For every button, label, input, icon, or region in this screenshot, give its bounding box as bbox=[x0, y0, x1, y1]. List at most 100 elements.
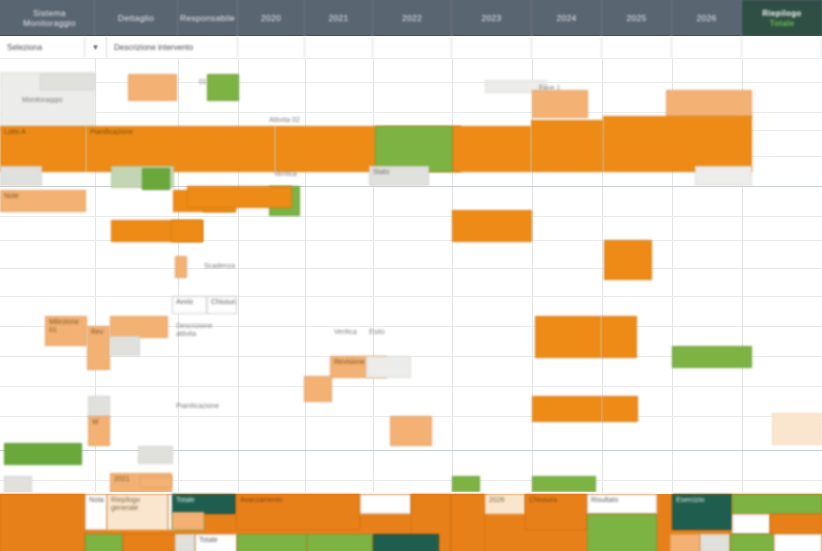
bar-r1-txt[interactable]: Monitoraggio bbox=[22, 97, 63, 104]
bar-r9-gy[interactable] bbox=[366, 356, 411, 378]
filter-cell-col-8[interactable] bbox=[602, 36, 672, 58]
bar-r4-gy2[interactable]: Stato bbox=[369, 166, 429, 186]
bar-r3-o6[interactable] bbox=[603, 116, 752, 172]
bar-r2-o1[interactable] bbox=[532, 90, 588, 118]
column-header-9[interactable]: 2026 bbox=[672, 0, 742, 36]
bar-r5-pk[interactable]: Note bbox=[0, 190, 86, 212]
filter-cell-0[interactable]: Seleziona bbox=[0, 36, 85, 58]
foot-o1[interactable] bbox=[0, 494, 85, 551]
filter-cell-col-9[interactable] bbox=[672, 36, 742, 58]
bar-r8-pk3[interactable]: Rev bbox=[87, 326, 110, 370]
foot-pale[interactable]: Riepilogo generale bbox=[107, 494, 168, 530]
bar-r7-sm[interactable] bbox=[175, 256, 187, 278]
bar-r12-txt[interactable] bbox=[175, 476, 230, 486]
bar-r12-g[interactable] bbox=[452, 476, 480, 492]
foot-pk2[interactable] bbox=[670, 534, 700, 551]
bar-r4-gn[interactable] bbox=[695, 166, 752, 186]
foot-wh1[interactable]: Nota bbox=[85, 494, 107, 530]
bar-r4-g[interactable] bbox=[142, 168, 170, 190]
foot-pk[interactable] bbox=[172, 512, 204, 530]
foot-gd3[interactable] bbox=[373, 534, 439, 551]
foot-wh3[interactable] bbox=[360, 494, 411, 514]
foot-gd1[interactable]: Totale bbox=[172, 494, 236, 514]
bar-r8-txt[interactable]: Descrizione attivita bbox=[176, 323, 213, 338]
foot-gy[interactable] bbox=[175, 534, 195, 551]
foot-o4[interactable] bbox=[451, 494, 485, 551]
bar-r10-pk3[interactable] bbox=[772, 413, 822, 445]
bar-r10-txt[interactable]: Pianificazione bbox=[176, 403, 220, 410]
bar-r9-o[interactable] bbox=[535, 316, 601, 358]
column-header-3[interactable]: 2020 bbox=[238, 0, 305, 36]
filter-cell-col-5[interactable] bbox=[373, 36, 452, 58]
foot-g4[interactable] bbox=[85, 534, 123, 551]
foot-g7[interactable] bbox=[730, 534, 774, 551]
bar-r12-g2[interactable] bbox=[532, 476, 596, 492]
bar-r4-txt[interactable]: Verifica bbox=[274, 171, 297, 178]
bar-r1-sm[interactable]: 01 bbox=[199, 79, 207, 86]
foot-o2[interactable]: Avanzamento bbox=[236, 494, 360, 530]
bar-r5-o3[interactable] bbox=[604, 240, 652, 280]
bar-r3-big[interactable]: Lotto A bbox=[0, 126, 86, 172]
bar-r1-c1b[interactable] bbox=[40, 74, 95, 90]
bar-r8-wh2[interactable]: Chiusura bbox=[207, 296, 237, 314]
filter-cell-col-7[interactable] bbox=[532, 36, 602, 58]
bar-r12-pk2[interactable] bbox=[140, 476, 172, 488]
bar-r3-o4[interactable] bbox=[453, 126, 531, 172]
bar-r7-o[interactable] bbox=[187, 186, 292, 208]
bar-r3-o5[interactable] bbox=[531, 120, 603, 172]
foot-g5[interactable] bbox=[237, 534, 307, 551]
bar-r2-lbl[interactable]: Attivita 02 bbox=[269, 117, 300, 124]
foot-wh7[interactable] bbox=[774, 534, 822, 551]
bar-r11-g[interactable] bbox=[4, 443, 82, 465]
data-grid[interactable]: Monitoraggio 01 Attivita 02 Fase 1 Lotto A Pi… bbox=[0, 58, 822, 551]
bar-r10-o[interactable] bbox=[532, 396, 602, 422]
bar-r6-o2[interactable] bbox=[171, 220, 203, 242]
bar-r3-g[interactable] bbox=[375, 126, 453, 172]
bar-r8-pk2[interactable] bbox=[110, 316, 168, 338]
bar-r9-o2[interactable] bbox=[601, 316, 637, 358]
bar-r2-txt[interactable]: Fase 1 bbox=[539, 85, 561, 92]
foot-gy2[interactable] bbox=[700, 534, 730, 551]
bar-r9-pk2[interactable] bbox=[304, 376, 332, 402]
bar-r10-pk[interactable]: W bbox=[88, 416, 110, 446]
foot-wh4[interactable]: Risultato bbox=[587, 494, 657, 514]
column-header-1[interactable]: Dettaglio bbox=[95, 0, 178, 36]
foot-gd2[interactable]: Esercizio bbox=[672, 494, 732, 530]
filter-cell-col-4[interactable] bbox=[305, 36, 373, 58]
filter-cell-col-3[interactable] bbox=[238, 36, 305, 58]
bar-r8-gy[interactable] bbox=[110, 336, 140, 356]
foot-o5[interactable]: Chiusura bbox=[525, 494, 587, 530]
foot-g3[interactable] bbox=[732, 494, 822, 514]
column-header-0[interactable]: Sistema Monitoraggio bbox=[0, 0, 95, 36]
column-header-4[interactable]: 2021 bbox=[305, 0, 373, 36]
bar-r11-gy[interactable] bbox=[138, 446, 173, 464]
filter-cell-col-6[interactable] bbox=[452, 36, 532, 58]
column-header-2[interactable]: Responsabile bbox=[178, 0, 238, 36]
foot-wh5[interactable] bbox=[732, 514, 770, 534]
foot-wh6[interactable]: Totale bbox=[195, 534, 237, 551]
column-header-5[interactable]: 2022 bbox=[373, 0, 452, 36]
foot-g6[interactable] bbox=[307, 534, 373, 551]
foot-pale2[interactable]: 2026 bbox=[485, 494, 525, 514]
filter-cell-col-10[interactable] bbox=[742, 36, 822, 58]
column-header-8[interactable]: 2025 bbox=[602, 0, 672, 36]
bar-r6-o3[interactable] bbox=[452, 210, 532, 242]
bar-r8-tx2[interactable]: Verifica bbox=[334, 329, 357, 336]
column-header-7[interactable]: 2024 bbox=[532, 0, 602, 36]
foot-g2[interactable] bbox=[587, 514, 657, 551]
bar-r4-gy[interactable] bbox=[0, 166, 42, 186]
bar-r1-c4[interactable] bbox=[207, 74, 239, 101]
bar-r8-tx3[interactable]: Esito bbox=[369, 329, 385, 336]
filter-icon[interactable]: ▼ bbox=[85, 36, 107, 58]
filter-cell-2[interactable]: Descrizione intervento bbox=[107, 36, 238, 58]
bar-r2-o2[interactable] bbox=[666, 90, 752, 118]
bar-r10-pk2[interactable] bbox=[390, 416, 432, 446]
bar-r10-gy[interactable] bbox=[88, 396, 110, 418]
bar-r9-g[interactable] bbox=[672, 346, 752, 368]
bar-r8-pk[interactable]: Milestone 01 bbox=[45, 316, 87, 346]
bar-r2-gy[interactable] bbox=[485, 80, 547, 93]
bar-r3-o[interactable]: Pianificazione bbox=[86, 126, 275, 172]
bar-r10-o2[interactable] bbox=[602, 396, 638, 422]
bar-r1-c3[interactable] bbox=[128, 74, 177, 101]
bar-r7-txt[interactable]: Scadenza bbox=[204, 263, 236, 270]
